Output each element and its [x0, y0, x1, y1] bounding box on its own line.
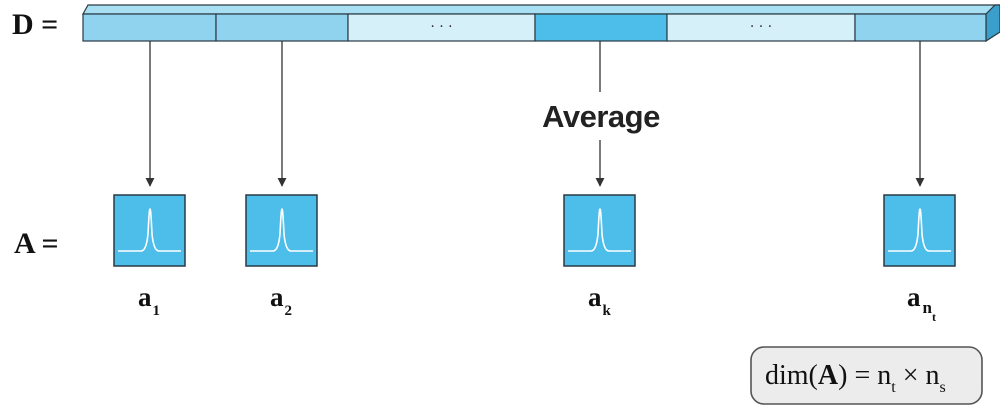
spectrum-box-nt — [883, 194, 956, 267]
average-label: Average — [542, 99, 660, 134]
dimension-formula: dim(A) = nt × ns — [765, 360, 946, 396]
bar-segment-2 — [215, 13, 349, 42]
vector-label-nt: a nt — [907, 282, 936, 324]
vector-label-2: a2 — [270, 282, 292, 319]
vector-label-1: a1 — [138, 282, 160, 319]
vector-label-k: ak — [588, 282, 612, 319]
spectrum-box-k — [563, 194, 636, 267]
d-label: D = — [12, 8, 58, 41]
bar-segment-6 — [854, 13, 987, 42]
bar-segment-4 — [534, 13, 668, 42]
bar-segment-1 — [82, 13, 217, 42]
peak-curve-icon — [118, 208, 181, 252]
data-matrix-bar: · · · · · · — [81, 4, 1000, 43]
a-label: A = — [14, 227, 59, 260]
bar-top-face — [81, 4, 1000, 15]
dimension-formula-box: dim(A) = nt × ns — [750, 346, 983, 405]
peak-curve-icon — [888, 208, 951, 252]
bar-segment-3 — [347, 13, 536, 42]
ellipsis-label: · · · — [430, 19, 452, 35]
peak-curve-icon — [250, 208, 313, 252]
ellipsis-label: · · · — [750, 19, 772, 35]
spectrum-box-1 — [113, 194, 186, 267]
peak-curve-icon — [568, 208, 631, 252]
spectrum-box-2 — [245, 194, 318, 267]
